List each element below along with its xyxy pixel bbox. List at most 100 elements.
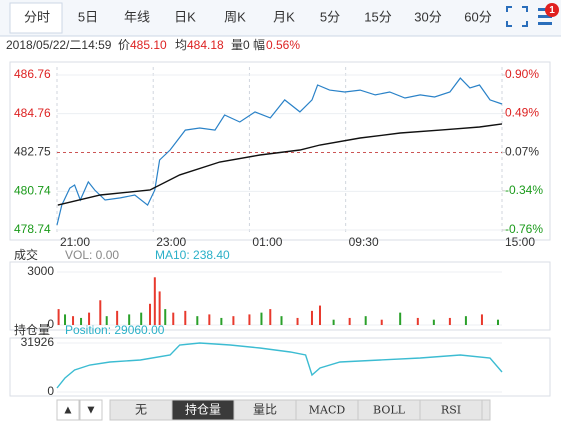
y-tick-label: 3000 (27, 264, 54, 278)
info-price: 485.10 (130, 38, 167, 52)
expand-icon-path (506, 6, 528, 27)
tab[interactable]: 15分 (364, 9, 391, 24)
tab[interactable]: 30分 (414, 9, 441, 24)
y-tick-label: 0 (47, 317, 54, 331)
volume-bar (149, 303, 152, 325)
volume-bar (269, 309, 272, 325)
y-tick-label: 478.74 (14, 222, 51, 236)
x-tick-label: 23:00 (156, 235, 186, 249)
volume-bar (164, 309, 167, 325)
y-tick-label: 486.76 (14, 67, 51, 81)
volume-bar (220, 317, 223, 325)
x-tick-label: 21:00 (60, 235, 90, 249)
tab[interactable]: 60分 (464, 9, 491, 24)
bottom-tab[interactable]: BOLL (373, 404, 406, 417)
line-series (56, 77, 503, 226)
tab[interactable]: 日K (174, 9, 196, 24)
volume-bar (116, 310, 119, 325)
volume-bar (172, 312, 175, 325)
y-tick-label: 482.75 (14, 145, 51, 159)
volume-bar (248, 314, 251, 325)
tab[interactable]: 周K (224, 9, 246, 24)
volume-bar (480, 314, 483, 325)
volume-bar (158, 291, 161, 325)
tab[interactable]: 年线 (124, 9, 150, 24)
volume-bar (380, 319, 383, 325)
icon-bar (538, 8, 552, 11)
volume-bar (105, 316, 108, 325)
bottom-tab[interactable]: ▼ (85, 403, 97, 417)
line-series (57, 123, 503, 206)
volume-bar (464, 316, 467, 325)
bottom-tab[interactable]: 无 (135, 403, 147, 417)
tab[interactable]: 月K (273, 9, 295, 24)
volume-bar (318, 305, 321, 325)
volume-bar (448, 317, 451, 325)
volume-bar (432, 319, 435, 325)
volume-bar (310, 310, 313, 325)
x-tick-label: 09:30 (349, 235, 379, 249)
volume-bar (496, 319, 499, 325)
volume-bar (57, 309, 60, 325)
volume-bar (332, 319, 335, 325)
y2-tick-label: -0.76% (505, 222, 543, 236)
info-vol-label: 量 (231, 38, 243, 52)
badge (545, 3, 559, 17)
x-tick-label: 15:00 (505, 235, 535, 249)
bottom-tab[interactable]: 持仓量 (185, 402, 221, 417)
y2-tick-label: 0.49% (505, 105, 539, 119)
volume-bar (260, 312, 263, 325)
bottom-tab[interactable]: 量比 (253, 403, 277, 417)
info-time: 2018/05/22/二14:59 (6, 38, 112, 52)
volume-bar (348, 317, 351, 325)
panel-title: 成交 (14, 247, 38, 262)
volume-bar (416, 317, 419, 325)
info-avg: 484.18 (187, 38, 224, 52)
y-tick-label: 480.74 (14, 184, 51, 198)
volume-bar (399, 312, 402, 325)
badge-text: 1 (549, 5, 555, 16)
tab[interactable]: 分时 (24, 9, 50, 24)
bottom-tab[interactable]: ▲ (62, 403, 74, 417)
volume-bar (64, 314, 67, 325)
volume-bar (208, 314, 211, 325)
volume-bar (80, 317, 83, 325)
y-tick-label: 484.76 (14, 106, 51, 120)
volume-bar (364, 316, 367, 325)
panel-label: MA10: 238.40 (155, 248, 230, 262)
volume-bar (72, 316, 75, 325)
line-series (56, 342, 503, 389)
volume-bar (99, 300, 102, 325)
info-vol: 0 (243, 38, 250, 52)
bottom-tab[interactable]: RSI (441, 404, 461, 417)
bottom-tab-filler (481, 399, 491, 421)
volume-bar (88, 312, 91, 325)
tab-bar (0, 0, 561, 36)
bottom-tab-bg (79, 399, 103, 421)
panel-title: 持仓量 (14, 322, 50, 337)
icon-bar (538, 22, 552, 25)
y2-tick-label: -0.34% (505, 183, 543, 197)
bottom-tab-bg (56, 399, 80, 421)
info-chg: 0.56% (266, 38, 300, 52)
tab-selected (9, 2, 63, 34)
icon-bar (538, 15, 552, 18)
bottom-tab[interactable]: MACD (309, 404, 346, 417)
panel-frame (9, 61, 551, 241)
tab[interactable]: 5分 (320, 9, 340, 24)
volume-bar (280, 316, 283, 325)
info-avg-label: 均 (175, 38, 187, 52)
panel-frame (9, 337, 551, 397)
volume-bar (128, 314, 131, 325)
volume-bar (196, 316, 199, 325)
y-tick-label: 0 (47, 384, 54, 398)
settings-icon[interactable]: 1 (538, 3, 559, 25)
y-tick-label: 31926 (21, 335, 55, 349)
volume-bar (296, 317, 299, 325)
panel-label: Position: 29060.00 (65, 323, 165, 337)
tab[interactable]: 5日 (78, 9, 98, 24)
volume-bar (184, 310, 187, 325)
info-chg-label: 幅 (253, 37, 265, 52)
expand-icon[interactable] (506, 6, 528, 27)
